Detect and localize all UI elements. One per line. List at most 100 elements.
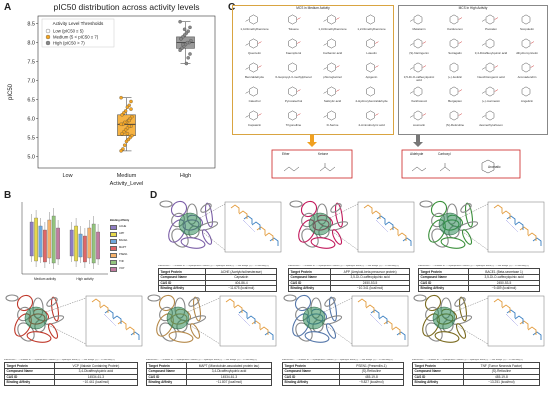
protein-ribbon — [413, 294, 427, 302]
residue-stick — [230, 204, 240, 213]
docking-card: Interactions: - - - Number of: - - Hydro… — [412, 292, 546, 386]
info-value-protein: MAPT (Microtubule-associated protein tau… — [186, 362, 272, 369]
data-point — [186, 56, 190, 60]
ring — [327, 38, 336, 49]
molecule-structure-icon — [409, 62, 427, 73]
info-key: Compound Name — [287, 273, 332, 281]
molecule-structure-icon — [288, 110, 301, 121]
protein-ribbon — [170, 200, 188, 218]
data-point — [120, 132, 124, 136]
ring — [413, 86, 423, 97]
mcs-arrows-and-groups — [271, 135, 521, 179]
molecule-name: 4-Aminobutyric acid — [358, 123, 385, 127]
x-axis-label: Activity_Level — [110, 181, 144, 187]
binding-affinity-boxplot: Medium activity High activity — [21, 202, 108, 281]
molecule-name: coumarin — [412, 123, 426, 127]
bond — [422, 41, 427, 44]
ring — [449, 38, 459, 49]
docking-visualization — [413, 294, 545, 347]
residue-stick — [396, 331, 406, 340]
molecule-structure-icon — [366, 14, 375, 25]
legend-item: High (pIC50 > 7) — [53, 41, 85, 46]
protein-ribbon — [180, 237, 206, 249]
residue-stick — [264, 232, 274, 241]
bond — [323, 67, 327, 70]
bond — [481, 115, 486, 118]
protein-ribbon — [328, 296, 338, 322]
molecule-name: 4-Hydroxybenzaldehyde — [355, 99, 388, 103]
protein-ribbon — [158, 294, 176, 312]
info-value-compound: (S)-Reticuline — [462, 367, 541, 375]
protein-ribbon — [200, 203, 212, 213]
residue-stick — [506, 309, 516, 318]
molecule-name: (+)-marmesin — [482, 99, 500, 103]
data-point — [129, 99, 133, 104]
binding-pocket — [24, 306, 48, 330]
ring — [366, 62, 375, 73]
info-key: CAS ID — [287, 279, 332, 287]
box-ache — [69, 229, 74, 257]
info-value-protein: VCP (Valosin Containing Protein) — [53, 362, 139, 369]
zoom-inset — [219, 295, 277, 347]
info-key: CAS ID — [157, 279, 207, 287]
bond — [409, 43, 414, 46]
molecule-structure-icon — [481, 62, 499, 73]
docking-visualization — [5, 294, 143, 347]
info-key: CAS ID — [417, 279, 470, 287]
data-point — [119, 149, 123, 153]
h-bond — [237, 313, 251, 327]
info-value-protein: APP (Amyloid-beta precursor protein) — [330, 268, 410, 275]
ring — [413, 62, 423, 73]
info-value-protein: PSEN1 (Presenilin-1) — [338, 362, 405, 369]
molecule-structure-icon — [449, 38, 463, 49]
docking-visualization — [159, 200, 282, 253]
info-value-cas: 14534-61-3 — [186, 373, 272, 381]
bond — [458, 17, 463, 20]
bond — [530, 65, 535, 68]
residue-stick — [112, 315, 122, 324]
molecule-structure-icon — [449, 14, 463, 25]
ring — [449, 86, 459, 97]
zoom-inset — [224, 201, 282, 253]
h-bond — [242, 219, 256, 233]
box-app — [34, 217, 38, 262]
protein-ribbon — [5, 294, 19, 302]
protein-ribbon — [440, 237, 466, 249]
molecule-name: 3,5-Di-O-caffeoylquinic acid — [403, 75, 435, 83]
molecule-name: Capsaicin — [247, 123, 262, 127]
molecule-name: Catechol — [248, 99, 261, 103]
y-tick-label: 7.0 — [27, 79, 35, 85]
ring — [449, 110, 459, 121]
molecule-structure-icon — [366, 62, 379, 73]
bond — [375, 113, 379, 116]
legend-item: PSEN1 — [110, 252, 140, 258]
ring — [366, 14, 375, 25]
info-key: Target Protein — [417, 268, 470, 275]
docking-info-table: Target Protein MAPT (Microtubule-associat… — [145, 362, 272, 386]
molecule-structure-icon — [449, 62, 459, 73]
interaction-legend: Interactions: - - - Number of: - - Hydro… — [146, 359, 258, 361]
molecule-structure-icon — [481, 14, 499, 25]
info-value-affinity: −9.827 (kcal/mol) — [338, 379, 405, 386]
molecule-name: Kaempferol — [285, 51, 302, 55]
info-key: Binding Affinity — [282, 379, 340, 386]
molecule-name: Toluene — [288, 27, 299, 31]
legend-label: PSEN1 — [119, 252, 128, 256]
ring — [327, 62, 336, 73]
legend-item: Low (pIC50 ≤ 5) — [53, 29, 84, 34]
legend-item: ACHE — [110, 224, 140, 230]
legend-item: MAPT — [110, 245, 140, 251]
ring — [413, 14, 423, 25]
zoom-inset — [487, 295, 545, 347]
molecule-name: Luteolin — [366, 51, 377, 55]
residue-stick — [506, 215, 516, 224]
ring — [288, 38, 297, 49]
protein-ribbon — [454, 297, 466, 307]
y-tick-label: 5.0 — [27, 155, 35, 161]
molecule-structure-icon — [409, 14, 423, 25]
molecule-name: Angelicin — [520, 99, 534, 103]
info-value-affinity: −13.251 (kcal/mol) — [462, 379, 541, 386]
box-ache — [29, 221, 34, 257]
ring — [249, 110, 258, 121]
box-bace1 — [38, 225, 43, 258]
